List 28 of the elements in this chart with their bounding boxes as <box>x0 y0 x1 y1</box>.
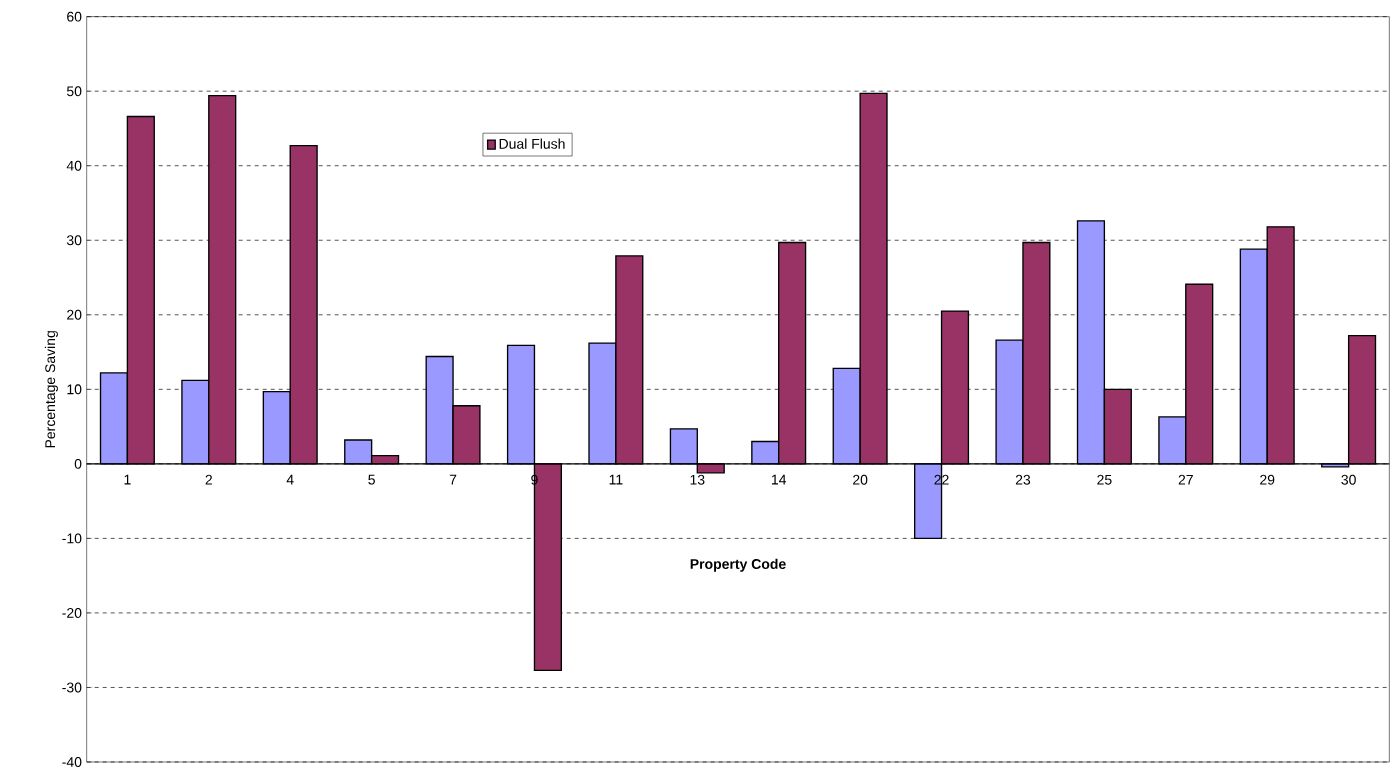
x-tick-label: 29 <box>1260 474 1275 485</box>
y-tick-label: 30 <box>66 235 82 246</box>
x-tick-label: 1 <box>124 474 131 485</box>
y-tick-label: -30 <box>62 682 82 693</box>
x-tick-label: 25 <box>1097 474 1112 485</box>
x-tick-label: 30 <box>1341 474 1356 485</box>
y-tick-label: 50 <box>66 86 82 96</box>
y-tick-label: -40 <box>62 756 82 767</box>
x-tick-label: 14 <box>772 474 787 485</box>
x-tick-label: 27 <box>1178 474 1193 485</box>
y-tick-label: -10 <box>62 533 82 544</box>
x-tick-label: 7 <box>449 474 457 485</box>
x-tick-label: 2 <box>205 474 212 485</box>
legend-label: Dual Flush <box>499 138 565 149</box>
y-tick-label: -20 <box>62 607 82 618</box>
y-tick-label: 20 <box>67 309 82 320</box>
y-tick-label: 60 <box>67 11 82 22</box>
x-tick-label: 5 <box>368 474 375 485</box>
y-axis-title: Percentage Saving <box>44 330 58 448</box>
y-tick-label: 10 <box>67 384 82 395</box>
x-tick-label: 13 <box>690 474 705 485</box>
x-axis-title: Property Code <box>690 558 786 572</box>
y-tick-label: 0 <box>74 458 82 469</box>
x-tick-label: 4 <box>286 474 294 485</box>
y-tick-label: 40 <box>66 160 82 171</box>
x-tick-label: 20 <box>853 474 868 485</box>
x-tick-label: 23 <box>1015 474 1031 485</box>
x-tick-label: 11 <box>609 474 623 485</box>
